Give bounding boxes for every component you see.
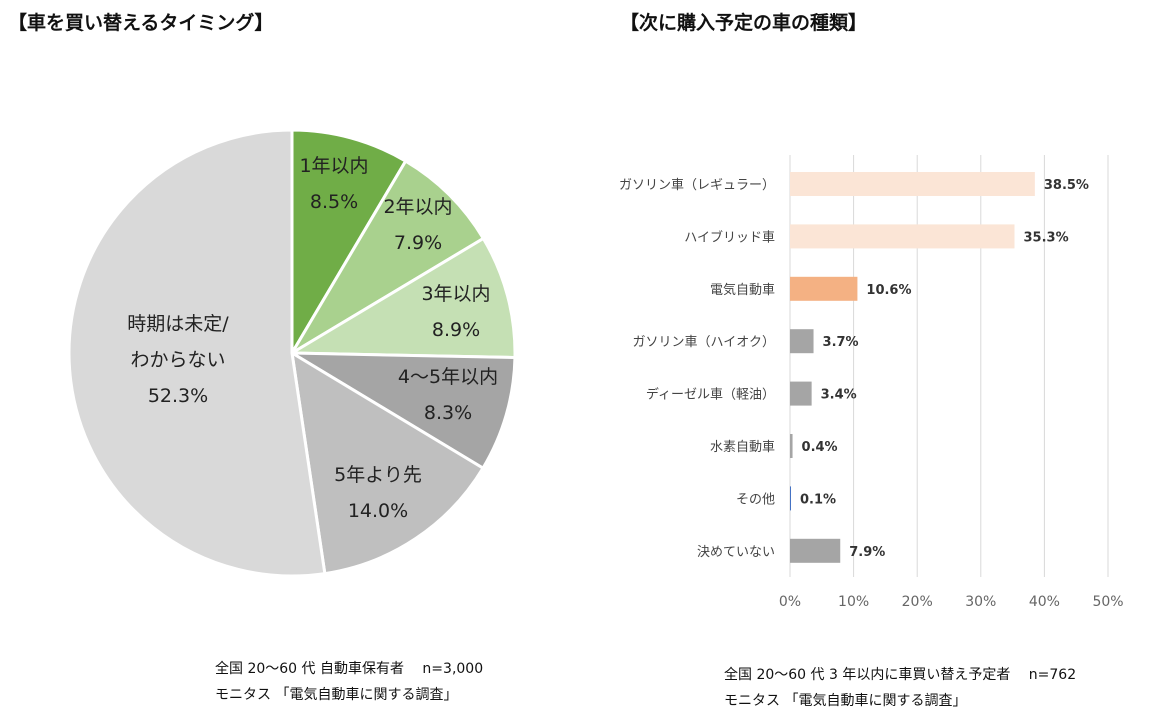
category-label: 水素自動車 bbox=[710, 440, 775, 455]
bar-note-sample: 全国 20～60 代 3 年以内に車買い替え予定者 n=762 bbox=[724, 667, 1077, 683]
data-label: 35.3% bbox=[1024, 230, 1069, 245]
bar bbox=[790, 276, 858, 301]
pie-slice bbox=[290, 128, 408, 359]
pie-title: 【車を買い替えるタイミング】 bbox=[8, 12, 274, 34]
category-label: ガソリン車（レギュラー） bbox=[619, 178, 775, 193]
pie-category-label: わからない bbox=[130, 349, 225, 371]
pie-category-label: 時期は未定/ bbox=[127, 313, 229, 335]
pie-category-label: 1年以内 bbox=[299, 155, 368, 177]
pie-category-label: 3年以内 bbox=[421, 283, 490, 305]
bar bbox=[790, 224, 1015, 249]
data-label: 0.4% bbox=[802, 440, 838, 455]
pie-value-label: 7.9% bbox=[394, 232, 442, 254]
bar bbox=[790, 381, 812, 406]
x-tick-label: 40% bbox=[1029, 594, 1060, 610]
pie-note-source: モニタス 「電気自動車に関する調査」 bbox=[215, 687, 458, 703]
pie-category-label: 5年より先 bbox=[334, 464, 422, 486]
x-tick-label: 10% bbox=[838, 594, 869, 610]
pie-value-label: 8.9% bbox=[432, 319, 480, 341]
pie-slice bbox=[290, 350, 486, 576]
pie-value-label: 8.3% bbox=[424, 402, 472, 424]
pie-category-label: 4～5年以内 bbox=[398, 366, 498, 388]
pie-slice bbox=[286, 236, 517, 360]
category-label: その他 bbox=[736, 492, 775, 507]
pie-note: 全国 20～60 代 自動車保有者 n=3,000 モニタス 「電気自動車に関す… bbox=[215, 656, 483, 708]
category-label: 決めていない bbox=[697, 545, 775, 560]
bar bbox=[790, 538, 841, 563]
data-label: 38.5% bbox=[1044, 178, 1089, 193]
bar-note-source: モニタス 「電気自動車に関する調査」 bbox=[724, 693, 967, 709]
bar bbox=[790, 434, 793, 458]
pie-category-label: 2年以内 bbox=[383, 196, 452, 218]
category-label: 電気自動車 bbox=[710, 282, 775, 298]
category-label: ハイブリッド車 bbox=[684, 229, 775, 245]
data-label: 3.7% bbox=[823, 335, 859, 350]
pie-note-sample: 全国 20～60 代 自動車保有者 n=3,000 bbox=[215, 661, 484, 677]
category-label: ディーゼル車（軽油） bbox=[646, 387, 775, 403]
pie-value-label: 52.3% bbox=[148, 385, 208, 407]
data-label: 3.4% bbox=[821, 388, 857, 403]
data-label: 10.6% bbox=[866, 283, 911, 298]
category-label: ガソリン車（ハイオク） bbox=[633, 335, 775, 350]
bar-note: 全国 20～60 代 3 年以内に車買い替え予定者 n=762 モニタス 「電気… bbox=[724, 662, 1076, 714]
pie-value-label: 14.0% bbox=[348, 500, 408, 522]
x-tick-label: 30% bbox=[965, 594, 996, 610]
pie-value-label: 8.5% bbox=[310, 191, 358, 213]
bar bbox=[790, 329, 814, 354]
x-tick-label: 20% bbox=[902, 594, 933, 610]
data-label: 7.9% bbox=[849, 545, 885, 560]
pie-slice bbox=[286, 351, 517, 471]
pie-slice bbox=[290, 159, 486, 355]
bar bbox=[790, 172, 1035, 196]
x-tick-label: 50% bbox=[1092, 594, 1123, 610]
x-tick-label: 0% bbox=[779, 594, 801, 610]
data-label: 0.1% bbox=[800, 492, 836, 507]
pie-slice bbox=[67, 128, 327, 578]
bar-title: 【次に購入予定の車の種類】 bbox=[620, 12, 868, 34]
bar bbox=[790, 486, 791, 511]
